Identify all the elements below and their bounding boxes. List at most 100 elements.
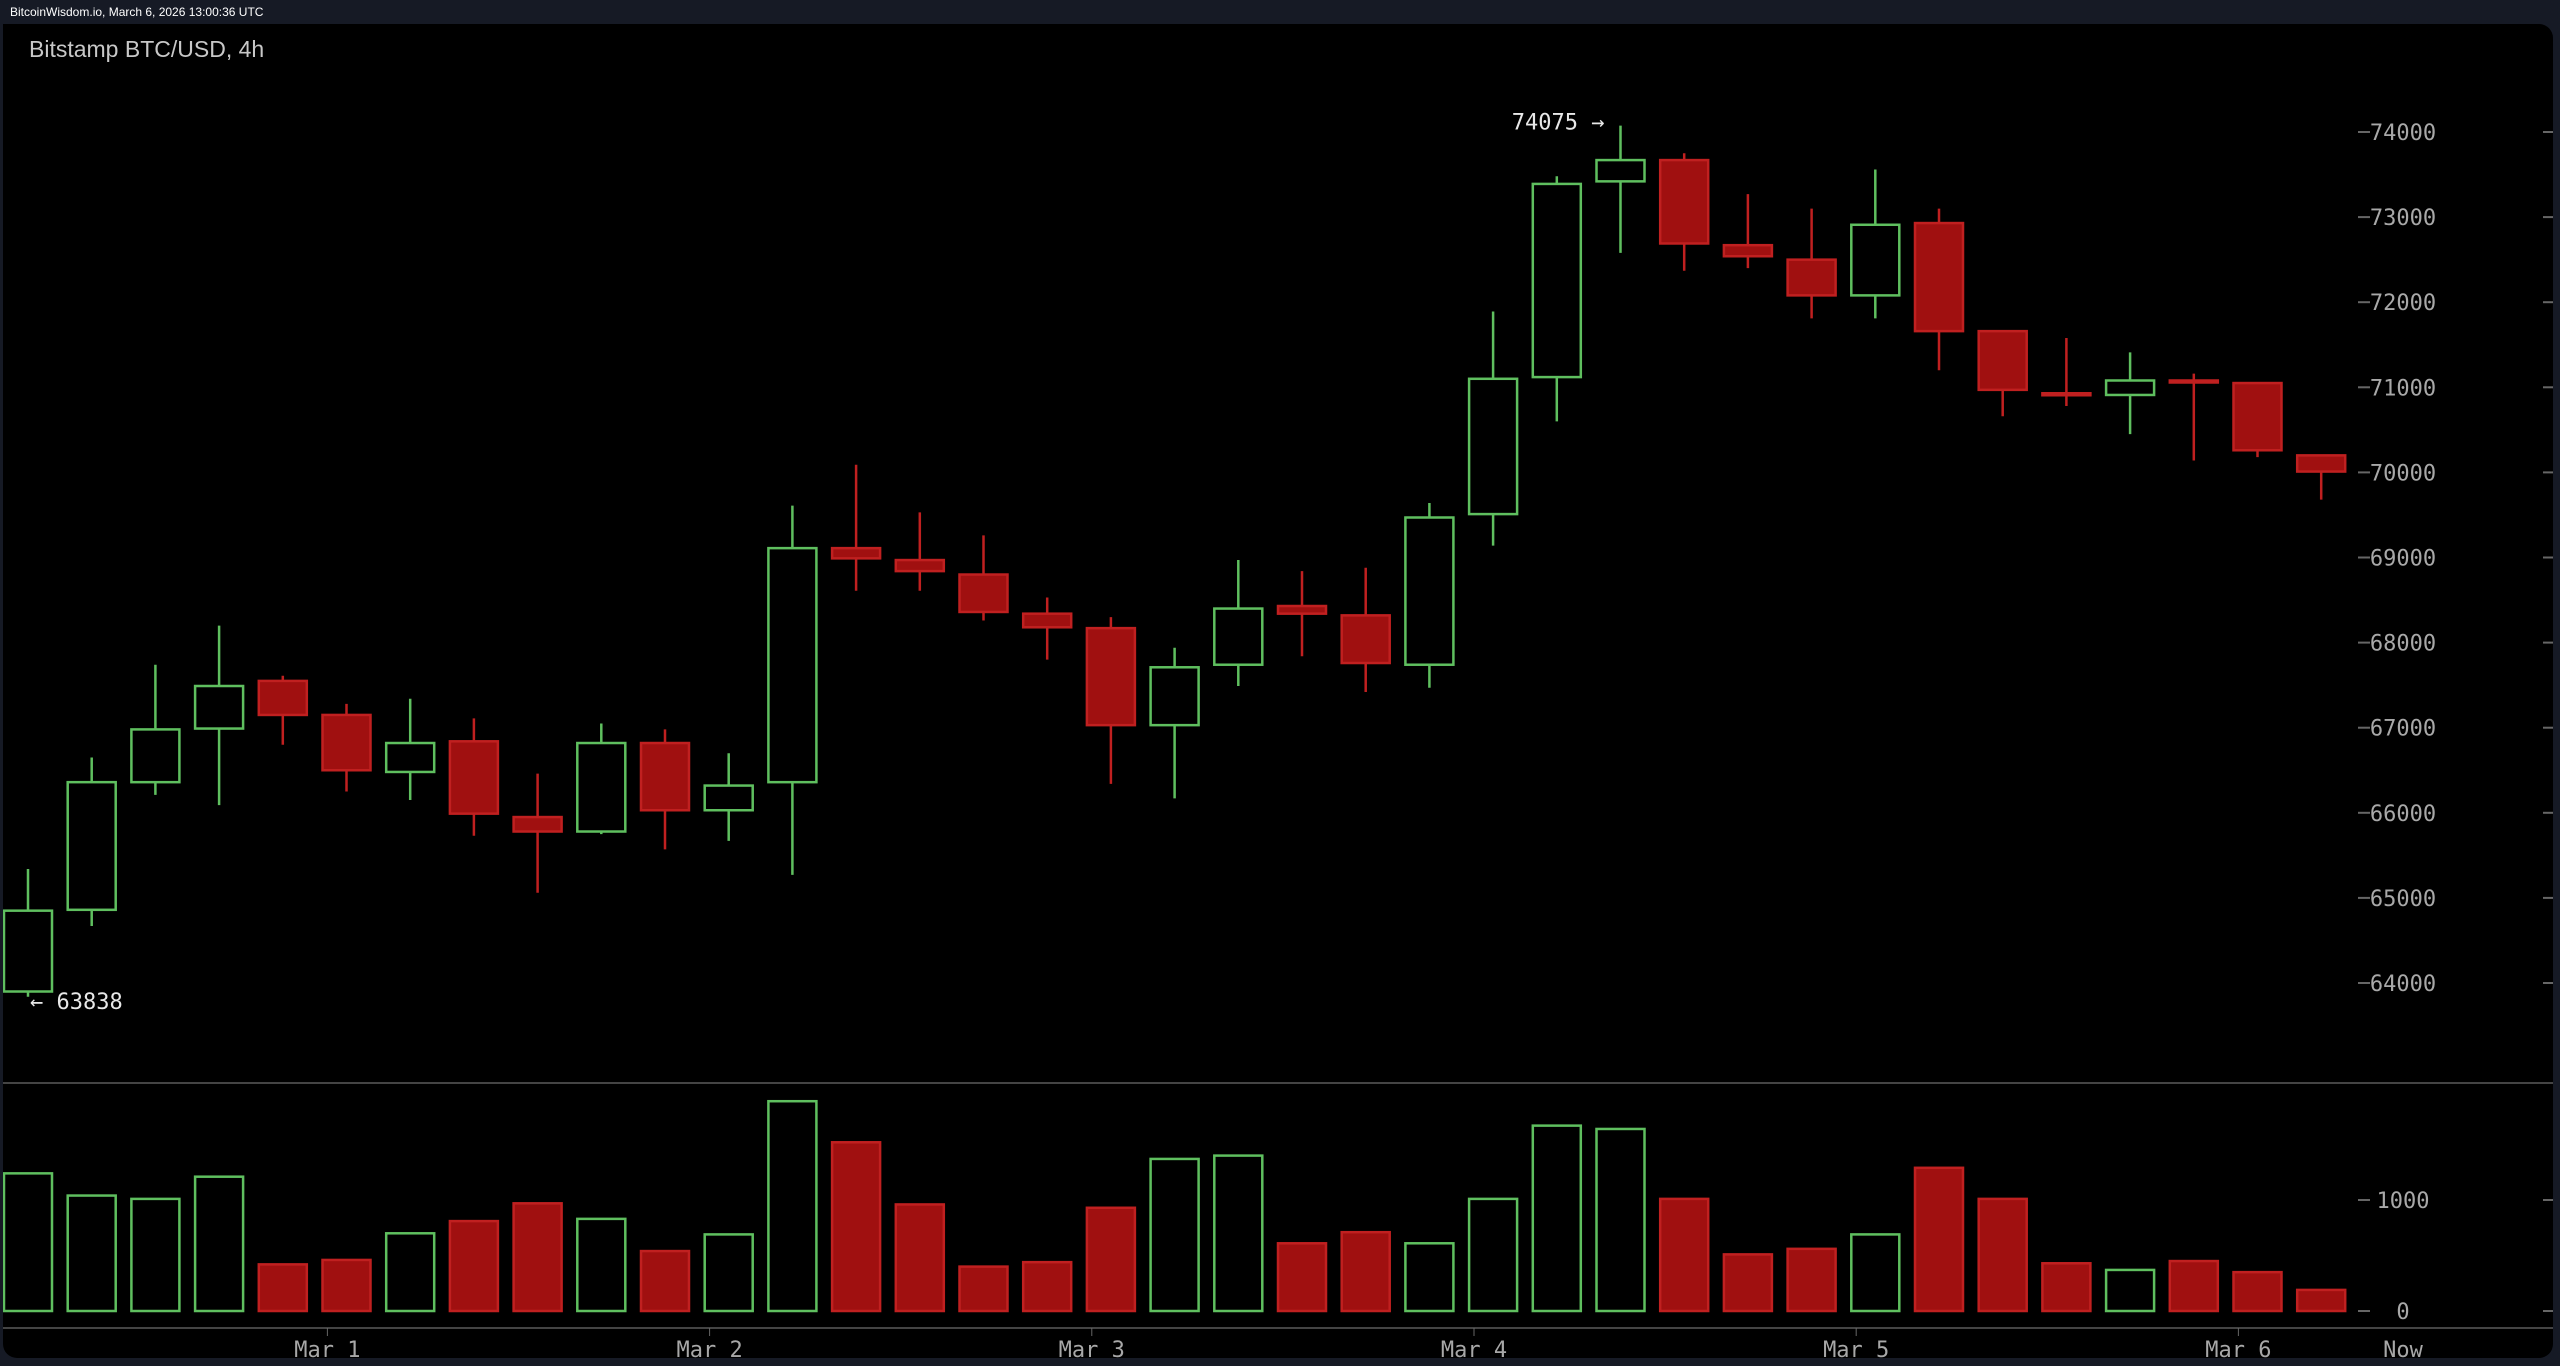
price-axis-label: 66000 bbox=[2370, 802, 2436, 827]
candle-body-up bbox=[1467, 377, 1519, 516]
candle-body-down bbox=[1021, 612, 1073, 629]
candlestick-chart: 64000 65000 66000 67000 68000 69000 70000 71000… bbox=[3, 111, 2553, 1358]
date-axis-label: Mar 3 bbox=[1059, 1338, 1125, 1358]
volume-bar-down bbox=[1786, 1247, 1837, 1313]
price-axis-label: 68000 bbox=[2370, 632, 2436, 657]
candle-body-down bbox=[1786, 258, 1837, 297]
price-axis-label: 73000 bbox=[2370, 206, 2436, 231]
candle-body-down bbox=[2295, 454, 2347, 473]
candle-body-down bbox=[1913, 221, 1965, 333]
volume-bar-up bbox=[2104, 1268, 2156, 1313]
volume-bar-up bbox=[1467, 1197, 1519, 1313]
price-axis-label: 70000 bbox=[2370, 461, 2436, 486]
candle-body-up bbox=[1213, 607, 1264, 666]
candle-body-up bbox=[130, 728, 181, 784]
volume-bar-down bbox=[1276, 1242, 1328, 1313]
volume-bar-down bbox=[512, 1202, 563, 1313]
candle-body-down bbox=[1085, 626, 1137, 727]
date-axis-label: Mar 2 bbox=[676, 1338, 742, 1358]
date-axis-label: Mar 1 bbox=[294, 1338, 360, 1358]
candle-body-down bbox=[1276, 604, 1328, 615]
volume-bar-down bbox=[2041, 1262, 2092, 1313]
date-axis-label: Mar 6 bbox=[2205, 1338, 2271, 1358]
candle-body-down bbox=[639, 741, 691, 812]
volume-bar-up bbox=[66, 1194, 117, 1313]
candle-body-up bbox=[384, 741, 436, 774]
date-axis-label: Mar 5 bbox=[1823, 1338, 1889, 1358]
low-annotation: ← 63838 bbox=[30, 990, 123, 1015]
volume-bar-up bbox=[1213, 1154, 1264, 1313]
candle-body-down bbox=[1977, 329, 2028, 392]
candle-body-up bbox=[1850, 223, 1901, 297]
candle-body-down bbox=[257, 679, 309, 717]
candle-body-down bbox=[321, 713, 372, 772]
candle-body-down bbox=[448, 740, 500, 815]
price-axis-label: 69000 bbox=[2370, 547, 2436, 572]
volume-bar-down bbox=[1085, 1206, 1137, 1313]
price-axis-label: 71000 bbox=[2370, 376, 2436, 401]
candle-body-up bbox=[703, 784, 754, 812]
candle-body-up bbox=[767, 546, 818, 784]
candle-body-down bbox=[1340, 614, 1391, 665]
volume-bar-up bbox=[1531, 1124, 1583, 1313]
volume-bar-up bbox=[130, 1197, 181, 1313]
now-label: Now bbox=[2383, 1338, 2423, 1358]
volume-bar-down bbox=[1021, 1260, 1073, 1313]
volume-bar-down bbox=[321, 1258, 372, 1313]
volume-bar-up bbox=[1595, 1127, 1646, 1313]
volume-bar-down bbox=[1977, 1197, 2028, 1313]
volume-bar-up bbox=[384, 1232, 436, 1313]
volume-bar-down bbox=[2168, 1259, 2220, 1313]
volume-bar-down bbox=[257, 1263, 309, 1313]
high-annotation: 74075 → bbox=[1512, 111, 1605, 136]
volume-bar-up bbox=[767, 1099, 818, 1313]
source-caption: BitcoinWisdom.io, March 6, 2026 13:00:36… bbox=[10, 5, 264, 19]
candle-body-down bbox=[1658, 158, 1710, 245]
price-axis-label: 65000 bbox=[2370, 887, 2436, 912]
volume-bar-down bbox=[448, 1219, 500, 1313]
candle-body-down bbox=[512, 815, 563, 833]
price-axis-label: 64000 bbox=[2370, 972, 2436, 997]
date-axis-label: Mar 4 bbox=[1441, 1338, 1507, 1358]
candle-body-up bbox=[2104, 379, 2156, 397]
volume-bar-down bbox=[958, 1265, 1009, 1313]
candle-body-down bbox=[958, 573, 1009, 614]
candle-body-up bbox=[1404, 516, 1455, 666]
candle-body-up bbox=[66, 780, 117, 912]
volume-bar-down bbox=[1658, 1197, 1710, 1313]
candle-body-up bbox=[1149, 666, 1200, 727]
volume-bar-down bbox=[894, 1203, 946, 1313]
volume-bar-up bbox=[703, 1233, 754, 1313]
candle-body-down bbox=[830, 546, 882, 560]
candle-body-down bbox=[2168, 379, 2220, 384]
volume-bar-down bbox=[1913, 1166, 1965, 1313]
volume-bar-down bbox=[1340, 1230, 1391, 1313]
candle-body-up bbox=[1595, 158, 1646, 183]
volume-axis-label: 0 bbox=[2396, 1300, 2409, 1325]
price-axis-label: 72000 bbox=[2370, 291, 2436, 316]
candle-body-down bbox=[2041, 392, 2092, 397]
candle-body-up bbox=[1531, 182, 1583, 379]
price-axis-label: 67000 bbox=[2370, 717, 2436, 742]
volume-bar-down bbox=[2232, 1270, 2283, 1313]
volume-bar-down bbox=[2295, 1288, 2347, 1313]
candle-body-up bbox=[576, 741, 627, 833]
candle-body-down bbox=[1722, 243, 1774, 258]
candle-body-down bbox=[894, 558, 946, 573]
candle-body-up bbox=[193, 684, 245, 730]
volume-bar-down bbox=[1722, 1253, 1774, 1313]
volume-bar-down bbox=[639, 1249, 691, 1313]
candle-body-down bbox=[2232, 381, 2283, 452]
chart-title: Bitstamp BTC/USD, 4h bbox=[29, 36, 265, 62]
volume-axis-label: 1000 bbox=[2377, 1189, 2430, 1214]
top-bar: BitcoinWisdom.io, March 6, 2026 13:00:36… bbox=[0, 0, 2560, 24]
volume-bar-up bbox=[1404, 1242, 1455, 1313]
candle-body-up bbox=[3, 909, 54, 993]
volume-bar-up bbox=[1850, 1233, 1901, 1313]
chart-panel: 64000 65000 66000 67000 68000 69000 70000 71000… bbox=[3, 24, 2553, 1358]
volume-bar-up bbox=[3, 1172, 54, 1313]
volume-bar-up bbox=[193, 1175, 245, 1313]
volume-bar-down bbox=[830, 1141, 882, 1313]
volume-bar-up bbox=[1149, 1157, 1200, 1313]
price-axis-label: 74000 bbox=[2370, 121, 2436, 146]
